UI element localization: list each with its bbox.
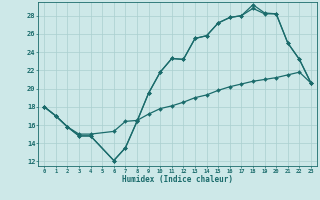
X-axis label: Humidex (Indice chaleur): Humidex (Indice chaleur) — [122, 175, 233, 184]
